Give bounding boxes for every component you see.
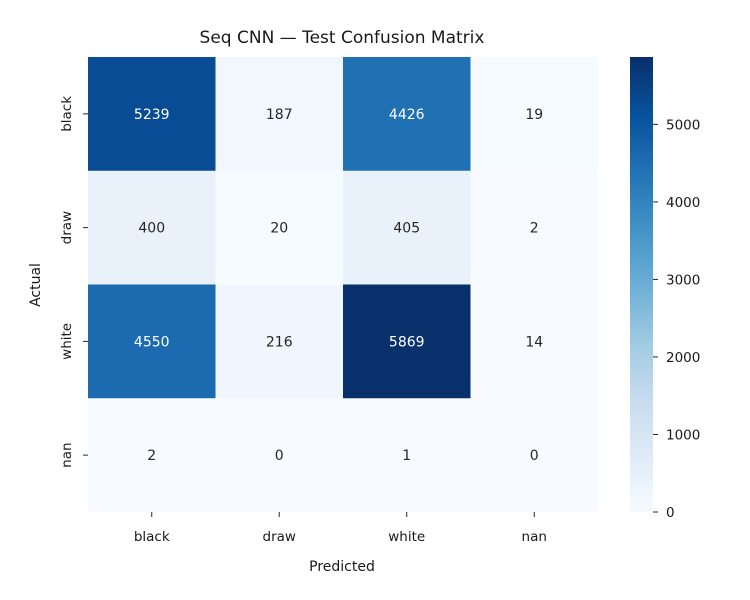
- colorbar-tick-label: 5000: [666, 117, 700, 133]
- heatmap-cell: [88, 170, 216, 285]
- heatmap-cell: [470, 170, 599, 285]
- y-tick-label: draw: [59, 211, 75, 244]
- heatmap-cell: [215, 170, 344, 285]
- cell-value-label: 1: [402, 448, 411, 464]
- cell-value-label: 2: [147, 448, 156, 464]
- cell-value-label: 5869: [389, 334, 425, 350]
- colorbar-tick-label: 0: [666, 505, 675, 521]
- x-axis-ticks: black draw white nan: [134, 512, 547, 545]
- colorbar-tick-label: 3000: [666, 272, 700, 288]
- cell-value-label: 2: [530, 221, 539, 237]
- y-tick-label: black: [59, 96, 75, 132]
- cell-value-label: 187: [266, 107, 293, 123]
- heatmap-cell: [88, 398, 216, 513]
- cell-value-label: 405: [393, 221, 420, 237]
- y-axis-label: Actual: [28, 263, 44, 307]
- cell-value-label: 19: [525, 107, 543, 123]
- heatmap-cell: [215, 284, 344, 399]
- heatmap-cell: [215, 398, 344, 513]
- cell-value-label: 0: [275, 448, 284, 464]
- chart-title: Seq CNN — Test Confusion Matrix: [200, 28, 485, 48]
- cell-value-label: 5239: [134, 107, 170, 123]
- cell-value-label: 0: [530, 448, 539, 464]
- cell-value-label: 4550: [134, 334, 170, 350]
- heatmap-cell: [470, 398, 599, 513]
- colorbar-tick-label: 4000: [666, 195, 700, 211]
- colorbar-tick-label: 1000: [666, 427, 700, 443]
- heatmap-cell: [343, 284, 471, 399]
- heatmap-cell: [343, 57, 471, 172]
- heatmap-cell: [88, 57, 216, 172]
- heatmap-cell: [470, 57, 599, 172]
- heatmap-cell: [470, 284, 599, 399]
- heatmap-cell: [88, 284, 216, 399]
- x-axis-label: Predicted: [309, 559, 375, 575]
- cell-value-label: 4426: [389, 107, 425, 123]
- cell-value-label: 14: [525, 334, 543, 350]
- x-tick-label: white: [388, 529, 425, 545]
- colorbar-ticks: 0 1000 2000 3000 4000 5000: [653, 117, 700, 521]
- cell-value-label: 400: [138, 221, 165, 237]
- colorbar: [630, 57, 653, 512]
- heatmap-cell: [343, 398, 471, 513]
- cell-value-label: 216: [266, 334, 293, 350]
- heatmap-cell: [215, 57, 344, 172]
- y-tick-label: nan: [59, 442, 75, 467]
- y-tick-label: white: [59, 323, 75, 360]
- heatmap-cell: [343, 170, 471, 285]
- x-tick-label: black: [134, 529, 170, 545]
- colorbar-tick-label: 2000: [666, 350, 700, 366]
- y-axis-ticks: black draw white nan: [59, 96, 88, 468]
- cell-value-label: 20: [270, 221, 288, 237]
- x-tick-label: draw: [263, 529, 296, 545]
- x-tick-label: nan: [522, 529, 547, 545]
